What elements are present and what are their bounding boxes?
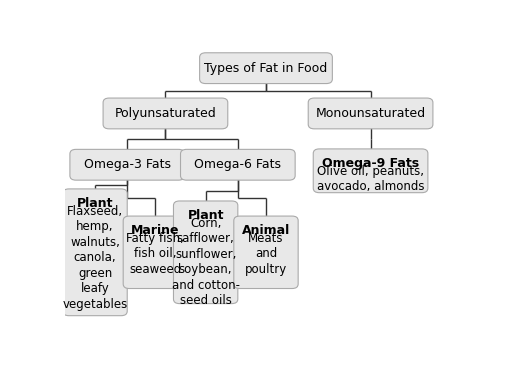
FancyBboxPatch shape: [123, 216, 187, 289]
FancyBboxPatch shape: [200, 53, 332, 83]
Text: Plant: Plant: [187, 209, 224, 222]
Text: Monounsaturated: Monounsaturated: [316, 107, 426, 120]
Text: Polyunsaturated: Polyunsaturated: [115, 107, 216, 120]
Text: Omega-9 Fats: Omega-9 Fats: [322, 157, 419, 170]
FancyBboxPatch shape: [173, 201, 238, 303]
Text: Omega-6 Fats: Omega-6 Fats: [194, 158, 281, 171]
FancyBboxPatch shape: [70, 149, 185, 180]
Text: Flaxseed,
hemp,
walnuts,
canola,
green
leafy
vegetables: Flaxseed, hemp, walnuts, canola, green l…: [62, 205, 128, 310]
Text: Omega-3 Fats: Omega-3 Fats: [84, 158, 171, 171]
FancyBboxPatch shape: [181, 149, 295, 180]
Text: Olive oil, peanuts,
avocado, almonds: Olive oil, peanuts, avocado, almonds: [317, 165, 425, 193]
FancyBboxPatch shape: [234, 216, 298, 289]
FancyBboxPatch shape: [103, 98, 228, 129]
Text: Animal: Animal: [242, 224, 290, 237]
Text: Fatty fish,
fish oil,
seaweed: Fatty fish, fish oil, seaweed: [127, 232, 184, 276]
FancyBboxPatch shape: [313, 149, 428, 193]
Text: Plant: Plant: [77, 197, 113, 210]
Text: Types of Fat in Food: Types of Fat in Food: [204, 62, 327, 74]
Text: Meats
and
poultry: Meats and poultry: [245, 232, 287, 276]
Text: Marine: Marine: [131, 224, 180, 237]
FancyBboxPatch shape: [63, 189, 127, 316]
Text: Corn,
safflower,
sunflower,
soybean,
and cotton-
seed oils: Corn, safflower, sunflower, soybean, and…: [172, 217, 240, 307]
FancyBboxPatch shape: [308, 98, 433, 129]
